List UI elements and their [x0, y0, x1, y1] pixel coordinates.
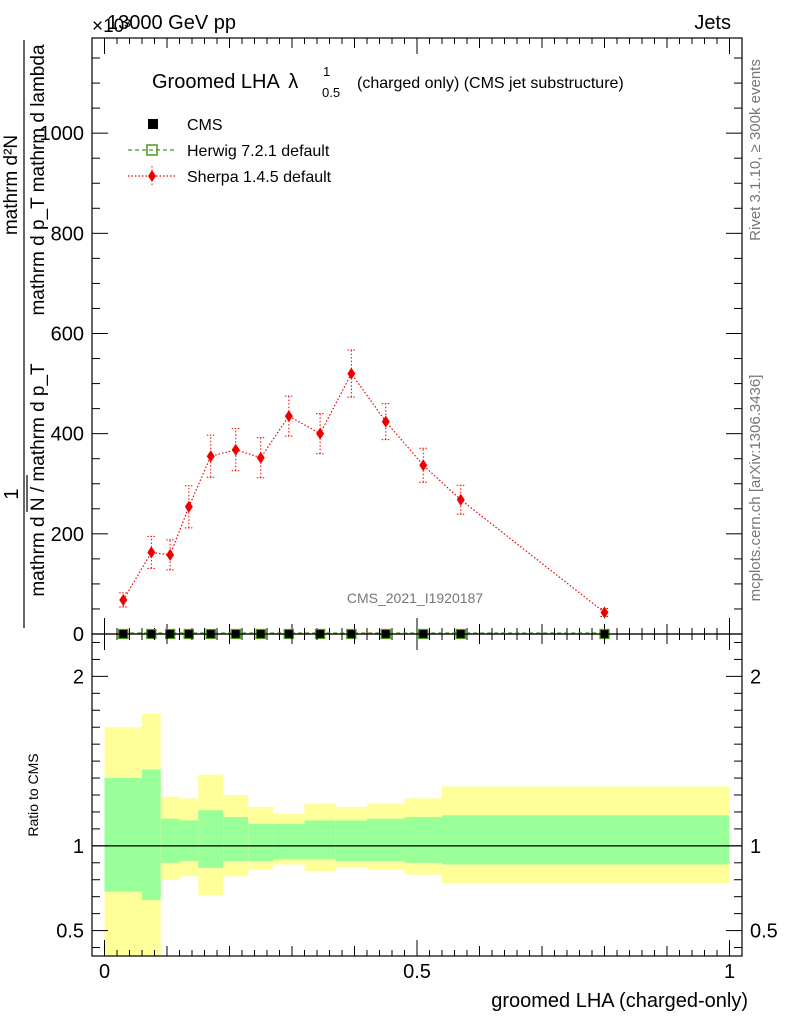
main-ytick-label: 600: [51, 323, 84, 345]
main-ytick-label: 1000: [40, 123, 85, 145]
ratio-inner-band-bin: [442, 815, 480, 865]
ratio-inner-band-bin: [404, 817, 442, 863]
mcplots-label: mcplots.cern.ch [arXiv:1306.3436]: [747, 375, 764, 602]
sherpa-marker: [381, 415, 390, 428]
sherpa-marker: [600, 606, 609, 619]
ratio-inner-band-bin: [223, 817, 249, 862]
sherpa-marker: [256, 451, 265, 464]
ratio-inner-band-bin: [304, 820, 336, 860]
ratio-inner-band-bin: [248, 823, 274, 862]
ratio-inner-band-bin: [179, 820, 199, 862]
main-ytick-label: 800: [51, 223, 84, 245]
ylabel-prefix: 1: [1, 488, 23, 499]
analysis-watermark: CMS_2021_I1920187: [347, 590, 483, 606]
title-subscript: 0.5: [322, 85, 340, 100]
ratio-plot-ticks: 0.5 0.5 1 1 2 2 0 0.5 1: [56, 634, 778, 983]
ratio-inner-band-bin: [273, 823, 305, 860]
sherpa-marker: [284, 410, 293, 423]
sherpa-marker: [184, 500, 193, 513]
sherpa-marker: [316, 427, 325, 440]
ratio-inner-band-bin: [142, 769, 161, 901]
ratio-ytick-label-left: 0.5: [56, 921, 84, 943]
ratio-inner-band-bin: [479, 815, 730, 865]
ratio-inner-band-bin: [335, 820, 367, 862]
sherpa-line: [122, 372, 605, 613]
legend: CMS Herwig 7.2.1 default Sherpa 1.4.5 de…: [128, 117, 332, 186]
xtick-label: 0.5: [403, 961, 431, 983]
xaxis-label: groomed LHA (charged-only): [491, 990, 748, 1012]
title-text: Groomed LHA: [152, 71, 280, 93]
main-title: Groomed LHA λ: [152, 71, 298, 93]
title-superscript: 1: [323, 64, 330, 79]
main-ytick-label: 0: [73, 624, 84, 646]
xtick-label: 1: [724, 961, 735, 983]
main-ytick-label: 200: [51, 524, 84, 546]
sherpa-marker: [206, 450, 215, 463]
legend-sherpa-marker: [148, 170, 156, 182]
ratio-ylabel: Ratio to CMS: [25, 753, 41, 836]
collision-label: 13000 GeV pp: [107, 12, 236, 34]
sherpa-marker: [419, 459, 428, 472]
main-ytick-label: 400: [51, 424, 84, 446]
main-ylabel: 1 mathrm d N / mathrm d p_T mathrm d²N m…: [1, 40, 49, 628]
title-suffix: (charged only) (CMS jet substructure): [357, 75, 624, 92]
ratio-bands: [92, 713, 742, 956]
sherpa-marker: [166, 548, 175, 561]
sherpa-marker: [456, 493, 465, 506]
ratio-inner-band-bin: [198, 810, 224, 868]
legend-herwig-marker: [146, 144, 158, 156]
rivet-label: Rivet 3.1.10, ≥ 300k events: [747, 59, 764, 241]
ratio-inner-band-bin: [160, 818, 180, 863]
ratio-ytick-label-right: 0.5: [750, 921, 778, 943]
ylabel-top: mathrm d²N: [1, 135, 22, 235]
ratio-ytick-label-left: 2: [73, 666, 84, 688]
process-label: Jets: [694, 12, 731, 34]
exponent-label: ×10³: [92, 16, 131, 37]
xtick-label: 0: [99, 961, 110, 983]
ratio-ytick-label-right: 2: [750, 666, 761, 688]
sherpa-marker: [147, 546, 156, 559]
ratio-ytick-label-right: 1: [750, 836, 761, 858]
ratio-inner-band-bin: [367, 818, 405, 862]
ratio-inner-band-bin: [104, 778, 142, 892]
ratio-ytick-label-left: 1: [73, 836, 84, 858]
sherpa-marker: [347, 367, 356, 380]
legend-cms-marker: [148, 119, 158, 129]
legend-herwig-label: Herwig 7.2.1 default: [187, 143, 330, 160]
main-plot-ticks: 0 200 400 600 800 1000: [40, 38, 742, 646]
sherpa-marker: [119, 593, 128, 606]
sherpa-marker: [231, 443, 240, 456]
legend-sherpa-label: Sherpa 1.4.5 default: [187, 169, 332, 186]
title-symbol: λ: [288, 71, 298, 93]
legend-cms-label: CMS: [187, 117, 223, 134]
ylabel-bottom: mathrm d p_T mathrm d lambda: [28, 44, 49, 315]
ylabel-denominator: mathrm d N / mathrm d p_T: [28, 363, 49, 597]
